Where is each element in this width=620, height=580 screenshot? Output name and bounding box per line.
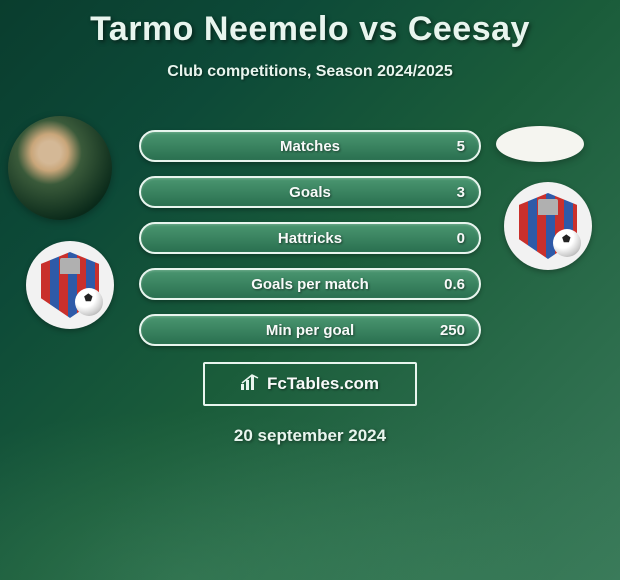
chart-bars-icon [241,374,261,395]
stat-row: Matches 5 [139,130,481,162]
stat-label: Matches [280,138,340,155]
stat-row: Min per goal 250 [139,314,481,346]
stat-value-p2: 250 [440,322,465,339]
page-subtitle: Club competitions, Season 2024/2025 [0,63,620,81]
stats-list: Matches 5 Goals 3 Hattricks 0 Goals per … [139,116,481,346]
player1-avatar [8,116,112,220]
football-icon [553,229,581,257]
stat-label: Goals [289,184,331,201]
stat-row: Hattricks 0 [139,222,481,254]
date-text: 20 september 2024 [0,426,620,446]
stat-row: Goals per match 0.6 [139,268,481,300]
brand-text: FcTables.com [267,374,379,394]
stat-value-p2: 0 [457,230,465,247]
stat-label: Goals per match [251,276,369,293]
stat-value-p2: 0.6 [444,276,465,293]
player2-avatar [496,126,584,162]
player1-club-crest [26,241,114,329]
comparison-panel: Matches 5 Goals 3 Hattricks 0 Goals per … [0,116,620,446]
stat-row: Goals 3 [139,176,481,208]
football-icon [75,288,103,316]
player2-club-crest [504,182,592,270]
brand-box: FcTables.com [203,362,417,406]
stat-value-p2: 3 [457,184,465,201]
stat-label: Min per goal [266,322,354,339]
stat-label: Hattricks [278,230,342,247]
stat-value-p2: 5 [457,138,465,155]
page-title: Tarmo Neemelo vs Ceesay [0,0,620,49]
